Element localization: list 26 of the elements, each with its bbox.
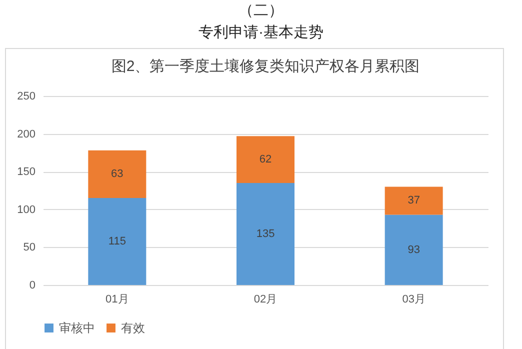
legend-label: 有效 bbox=[121, 321, 145, 335]
x-tick-label: 03月 bbox=[402, 294, 426, 306]
bar bbox=[236, 182, 294, 285]
legend-label: 审核中 bbox=[59, 321, 95, 335]
text: （二） bbox=[238, 1, 284, 21]
data-label: 115 bbox=[108, 236, 126, 248]
data-label: 63 bbox=[111, 168, 124, 180]
bar bbox=[236, 136, 294, 183]
y-tick-label: 50 bbox=[23, 242, 36, 254]
data-label: 62 bbox=[259, 154, 272, 166]
y-tick-label: 150 bbox=[17, 166, 36, 178]
y-tick-label: 250 bbox=[17, 90, 36, 102]
x-tick-label: 02月 bbox=[254, 294, 278, 306]
text: 专利申请·基本走势 bbox=[198, 23, 324, 43]
bar bbox=[88, 150, 146, 198]
data-label: 135 bbox=[256, 228, 275, 240]
bar bbox=[384, 186, 443, 215]
y-tick-label: 0 bbox=[29, 280, 36, 292]
y-tick-label: 200 bbox=[17, 128, 36, 140]
x-tick-label: 01月 bbox=[106, 294, 129, 306]
bar bbox=[88, 198, 146, 285]
data-label: 37 bbox=[408, 194, 420, 207]
chart-title: 图2、第一季度土壤修复类知识产权各月累积图 bbox=[111, 58, 420, 75]
data-label: 93 bbox=[408, 244, 420, 256]
y-tick-label: 100 bbox=[17, 204, 36, 216]
bar bbox=[384, 214, 443, 285]
